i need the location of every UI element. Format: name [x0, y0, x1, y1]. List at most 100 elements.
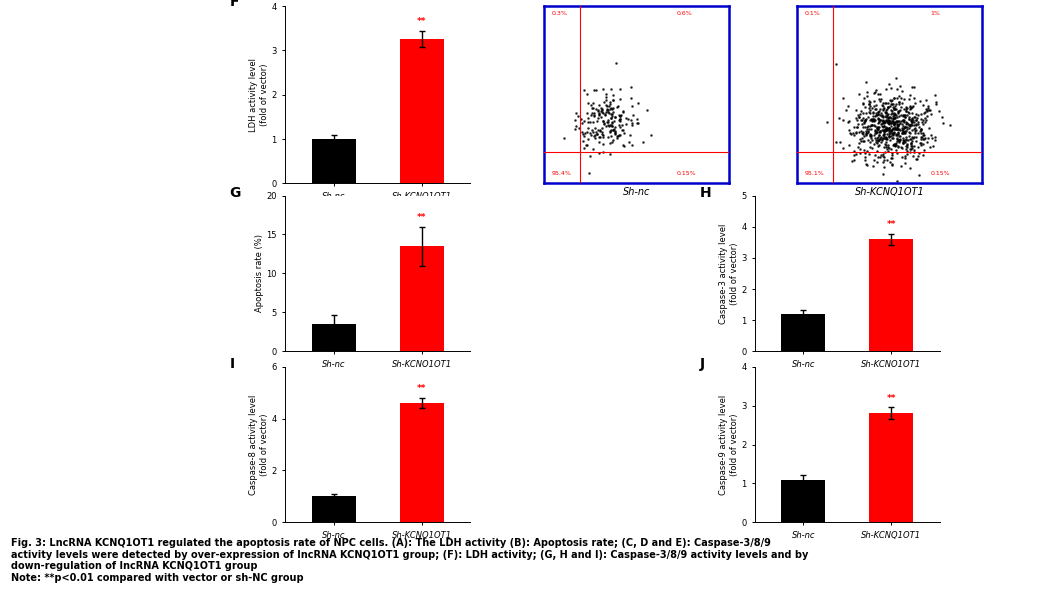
- Point: [880, 117, 897, 126]
- Point: [866, 120, 883, 130]
- Point: [595, 147, 611, 156]
- Point: [861, 131, 878, 141]
- Point: [888, 137, 905, 147]
- Point: [881, 131, 898, 141]
- Point: [887, 117, 904, 126]
- Point: [885, 128, 902, 137]
- Point: [595, 84, 611, 93]
- Bar: [312, 139, 356, 183]
- Point: [862, 115, 879, 125]
- Point: [899, 122, 916, 132]
- Point: [862, 97, 879, 107]
- Point: [873, 122, 890, 131]
- Point: [875, 133, 892, 143]
- Point: [879, 117, 895, 127]
- Text: I: I: [230, 357, 234, 371]
- Point: [879, 129, 895, 139]
- Point: [904, 117, 921, 126]
- Point: [907, 112, 924, 122]
- Point: [590, 133, 607, 142]
- Point: [581, 117, 598, 126]
- Point: [871, 104, 888, 114]
- Point: [854, 133, 871, 143]
- Point: [889, 129, 906, 139]
- Point: [842, 128, 859, 138]
- Point: [587, 104, 604, 114]
- Point: [890, 116, 907, 126]
- Point: [870, 122, 887, 132]
- Point: [921, 105, 938, 115]
- Point: [875, 122, 892, 132]
- Point: [600, 117, 617, 126]
- Point: [902, 144, 919, 154]
- Point: [881, 79, 898, 89]
- Point: [616, 142, 633, 152]
- Point: [591, 125, 608, 135]
- Point: [875, 131, 892, 141]
- Point: [887, 104, 904, 114]
- Point: [603, 117, 620, 127]
- Point: [934, 112, 950, 122]
- Point: [595, 139, 611, 149]
- Point: [902, 134, 919, 144]
- Point: [868, 133, 885, 143]
- Point: [861, 142, 878, 152]
- Point: [901, 123, 918, 133]
- Point: [868, 146, 885, 156]
- Point: [878, 142, 894, 152]
- Point: [850, 112, 867, 122]
- Point: [603, 113, 620, 123]
- Point: [874, 136, 891, 145]
- Point: [886, 104, 903, 114]
- Point: [886, 141, 903, 150]
- Point: [869, 136, 886, 145]
- Point: [876, 117, 893, 126]
- Point: [872, 126, 889, 136]
- Point: [570, 123, 587, 133]
- Point: [886, 113, 903, 123]
- Point: [862, 130, 879, 140]
- Point: [893, 152, 910, 161]
- Point: [878, 132, 894, 142]
- Point: [882, 115, 899, 125]
- Point: [876, 126, 893, 136]
- Point: [871, 126, 888, 136]
- Point: [912, 114, 929, 124]
- Point: [854, 108, 871, 118]
- Point: [883, 116, 900, 126]
- Point: [856, 116, 873, 126]
- Point: [853, 115, 870, 125]
- Point: [889, 135, 906, 145]
- Point: [894, 115, 911, 125]
- Point: [917, 113, 934, 123]
- Point: [573, 118, 590, 128]
- Point: [848, 105, 865, 115]
- Point: [879, 134, 895, 144]
- Point: [891, 118, 908, 128]
- Point: [878, 108, 894, 117]
- Point: [869, 113, 886, 123]
- Point: [593, 104, 610, 114]
- Point: [898, 144, 914, 154]
- Point: [892, 161, 909, 170]
- Point: [893, 125, 910, 134]
- Point: [898, 132, 914, 142]
- Text: **: **: [887, 394, 897, 403]
- Point: [878, 134, 894, 144]
- Point: [604, 95, 621, 104]
- Point: [574, 129, 591, 139]
- Point: [584, 145, 601, 155]
- Point: [897, 112, 913, 122]
- Point: [889, 148, 906, 158]
- Point: [883, 114, 900, 123]
- Point: [878, 104, 894, 114]
- Point: [894, 122, 911, 131]
- Point: [621, 137, 638, 147]
- Point: [888, 176, 905, 186]
- Point: [899, 148, 916, 158]
- Point: [889, 109, 906, 119]
- Point: [635, 137, 652, 147]
- Point: [607, 128, 624, 137]
- Point: [875, 118, 892, 128]
- Point: [884, 108, 901, 118]
